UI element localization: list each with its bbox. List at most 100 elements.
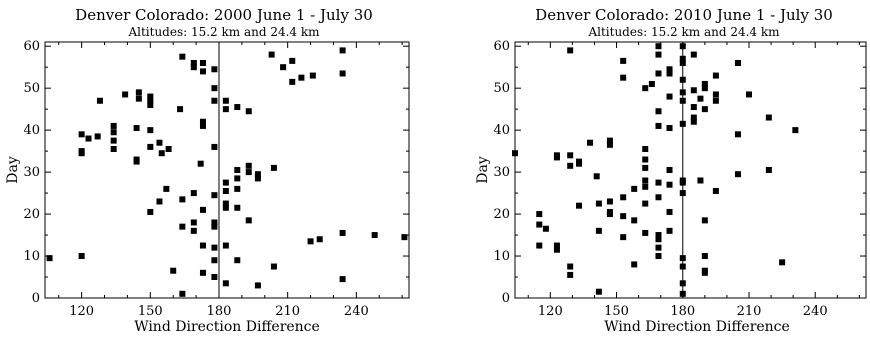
data-point <box>190 227 197 234</box>
data-point <box>78 131 85 138</box>
data-point <box>690 51 697 58</box>
data-point <box>211 192 218 199</box>
data-point <box>567 47 574 54</box>
data-point <box>199 122 206 129</box>
data-point <box>655 108 662 115</box>
data-point <box>199 59 206 66</box>
data-point <box>211 257 218 264</box>
x-tick-label: 180 <box>207 304 232 319</box>
data-point <box>679 43 686 50</box>
data-point <box>199 68 206 75</box>
data-point <box>190 64 197 71</box>
data-point <box>567 271 574 278</box>
y-tick-label: 40 <box>493 123 510 138</box>
data-point <box>147 97 154 104</box>
chart-panel-2000: Denver Colorado: 2000 June 1 - July 30 A… <box>5 6 410 335</box>
data-point <box>666 167 673 173</box>
data-point <box>179 196 186 203</box>
data-point <box>712 91 719 98</box>
data-point <box>234 257 241 264</box>
data-point <box>96 97 103 104</box>
data-point <box>679 55 686 62</box>
data-point <box>158 150 165 157</box>
data-point <box>147 208 154 215</box>
data-point <box>701 217 708 224</box>
data-point <box>307 238 314 245</box>
data-point <box>642 156 649 163</box>
data-point <box>211 244 218 251</box>
data-point <box>512 150 518 157</box>
data-point <box>536 211 543 218</box>
data-point <box>85 135 92 142</box>
x-tick-label: 120 <box>538 304 563 319</box>
data-point <box>78 253 85 260</box>
data-point <box>542 225 549 232</box>
data-point <box>270 263 277 270</box>
y-tick-label: 60 <box>493 39 510 54</box>
y-tick-label: 0 <box>32 291 40 306</box>
data-point <box>690 104 697 111</box>
data-point <box>536 242 543 249</box>
data-point <box>222 179 229 186</box>
data-point <box>631 217 638 224</box>
data-point <box>110 122 117 129</box>
data-point <box>666 125 673 132</box>
data-point <box>234 104 241 111</box>
x-tick-label: 210 <box>737 304 762 319</box>
data-point <box>679 179 686 186</box>
data-points <box>512 43 799 297</box>
data-point <box>666 70 673 77</box>
data-point <box>190 190 197 197</box>
data-point <box>792 127 799 134</box>
data-point <box>245 108 252 115</box>
data-point <box>679 97 686 104</box>
data-point <box>655 244 662 251</box>
data-point <box>245 162 252 169</box>
data-point <box>620 234 627 241</box>
y-tick-label: 0 <box>502 291 510 306</box>
data-point <box>133 156 140 163</box>
data-point <box>606 211 613 218</box>
chart-panel-2010: Denver Colorado: 2010 June 1 - July 30 A… <box>475 6 867 335</box>
data-point <box>648 80 655 87</box>
data-point <box>606 141 613 148</box>
axis-ticks: 120 150 180 210 240 0 10 20 30 40 50 60 <box>23 39 409 319</box>
data-point <box>734 171 741 178</box>
data-point <box>289 57 296 64</box>
plot-area-frame <box>44 41 410 299</box>
axis-ticks: 120 150 180 210 240 0 10 20 30 40 50 60 <box>493 39 866 319</box>
data-point <box>553 246 560 253</box>
data-point <box>655 122 662 129</box>
data-point <box>701 85 708 92</box>
data-point <box>254 282 261 289</box>
data-point <box>222 200 229 207</box>
data-point <box>339 70 346 77</box>
data-point <box>655 232 662 239</box>
data-point <box>179 53 186 60</box>
data-point <box>606 198 613 205</box>
data-point <box>147 93 154 100</box>
data-point <box>679 263 686 270</box>
data-point <box>666 208 673 215</box>
data-point <box>197 160 204 167</box>
data-point <box>701 80 708 87</box>
data-point <box>199 206 206 213</box>
data-point <box>110 129 117 136</box>
x-tick-label: 180 <box>670 304 695 319</box>
data-point <box>234 167 241 173</box>
data-point <box>655 179 662 186</box>
data-point <box>765 114 772 121</box>
data-point <box>270 164 277 171</box>
x-tick-label: 240 <box>803 304 828 319</box>
data-point <box>163 185 170 192</box>
data-point <box>199 269 206 276</box>
y-tick-label: 10 <box>23 249 40 264</box>
data-point <box>222 204 229 211</box>
data-point <box>222 242 229 249</box>
data-point <box>245 169 252 176</box>
data-point <box>211 97 218 104</box>
data-point <box>135 89 142 96</box>
data-point <box>222 280 229 287</box>
data-point <box>567 263 574 270</box>
data-point <box>734 131 741 138</box>
